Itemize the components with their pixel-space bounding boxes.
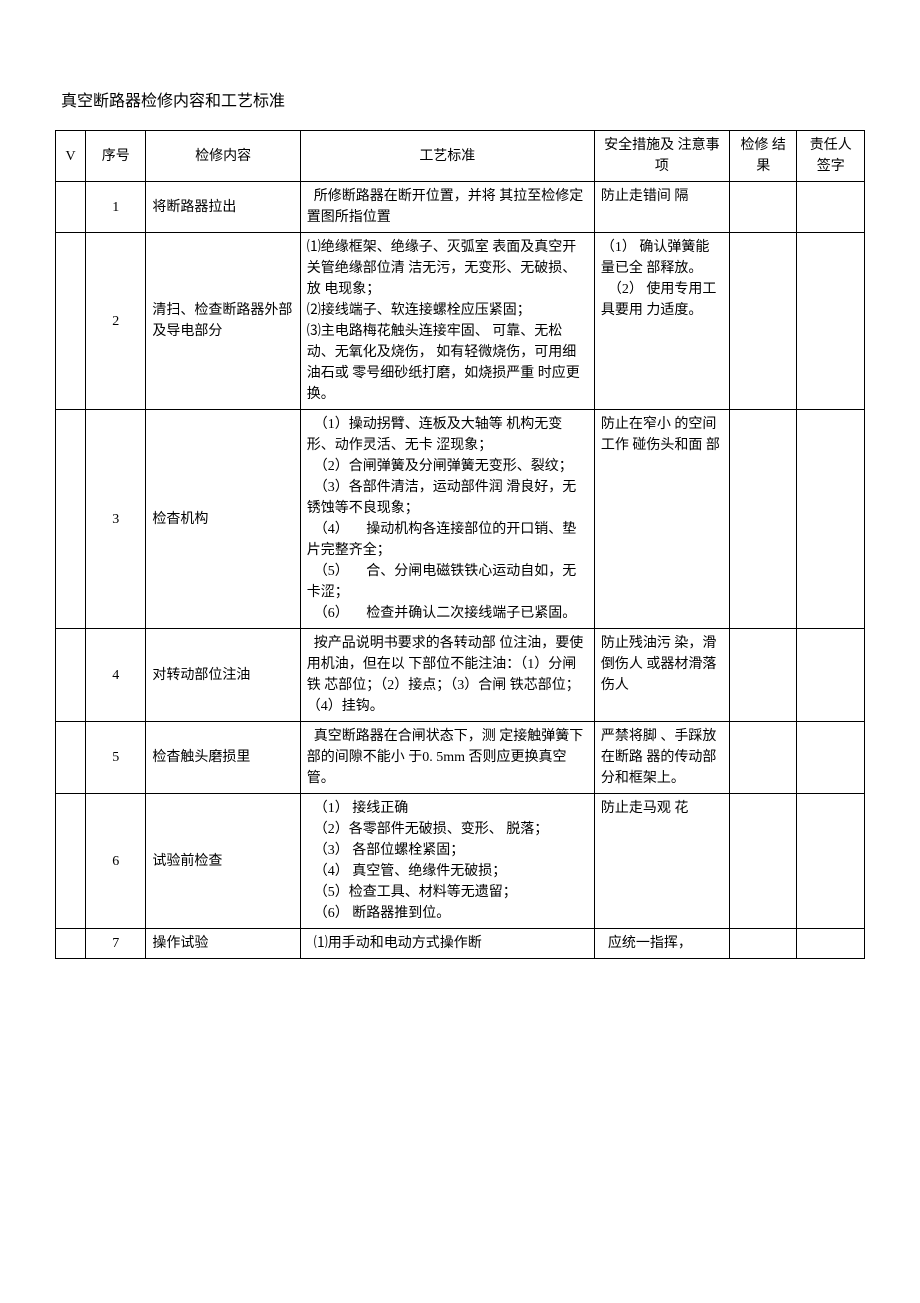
cell-std: （1） 接线正确 （2）各零部件无破损、变形、 脱落； （3） 各部位螺栓紧固；… — [300, 794, 594, 929]
cell-v — [56, 182, 86, 233]
header-safety: 安全措施及 注意事项 — [594, 131, 729, 182]
cell-seq: 5 — [86, 722, 146, 794]
cell-v — [56, 722, 86, 794]
cell-v — [56, 929, 86, 959]
cell-content: 操作试验 — [146, 929, 300, 959]
cell-result — [729, 233, 797, 410]
table-header-row: V 序号 检修内容 工艺标准 安全措施及 注意事项 检修 结果 责任人签字 — [56, 131, 865, 182]
cell-result — [729, 629, 797, 722]
cell-sign — [797, 722, 865, 794]
cell-seq: 4 — [86, 629, 146, 722]
cell-seq: 2 — [86, 233, 146, 410]
table-row: 5检杳触头磨损里 真空断路器在合闸状态下，测 定接触弹簧下部的间隙不能小 于0.… — [56, 722, 865, 794]
cell-safety: 严禁将脚 、手踩放在断路 器的传动部 分和框架上。 — [594, 722, 729, 794]
header-result: 检修 结果 — [729, 131, 797, 182]
cell-sign — [797, 410, 865, 629]
cell-result — [729, 929, 797, 959]
cell-v — [56, 233, 86, 410]
cell-sign — [797, 182, 865, 233]
table-row: 6试验前检查 （1） 接线正确 （2）各零部件无破损、变形、 脱落； （3） 各… — [56, 794, 865, 929]
cell-result — [729, 410, 797, 629]
cell-sign — [797, 929, 865, 959]
cell-sign — [797, 794, 865, 929]
cell-safety: 防止残油污 染，滑倒伤人 或器材滑落 伤人 — [594, 629, 729, 722]
cell-result — [729, 722, 797, 794]
cell-sign — [797, 629, 865, 722]
cell-result — [729, 182, 797, 233]
cell-seq: 6 — [86, 794, 146, 929]
cell-safety: （1） 确认弹簧能量已全 部释放。 （2） 使用专用工具要用 力适度。 — [594, 233, 729, 410]
table-row: 4对转动部位注油 按产品说明书要求的各转动部 位注油，要使用机油，但在以 下部位… — [56, 629, 865, 722]
header-std: 工艺标准 — [300, 131, 594, 182]
header-content: 检修内容 — [146, 131, 300, 182]
cell-sign — [797, 233, 865, 410]
cell-safety: 防止走错间 隔 — [594, 182, 729, 233]
cell-result — [729, 794, 797, 929]
maintenance-table: V 序号 检修内容 工艺标准 安全措施及 注意事项 检修 结果 责任人签字 1将… — [55, 130, 865, 959]
cell-std: ⑴用手动和电动方式操作断 — [300, 929, 594, 959]
cell-content: 检杳机构 — [146, 410, 300, 629]
cell-std: 按产品说明书要求的各转动部 位注油，要使用机油，但在以 下部位不能注油：（1）分… — [300, 629, 594, 722]
cell-seq: 7 — [86, 929, 146, 959]
cell-std: （1）操动拐臂、连板及大轴等 机构无变形、动作灵活、无卡 涩现象； （2）合闸弹… — [300, 410, 594, 629]
header-sign: 责任人签字 — [797, 131, 865, 182]
table-row: 3检杳机构 （1）操动拐臂、连板及大轴等 机构无变形、动作灵活、无卡 涩现象； … — [56, 410, 865, 629]
cell-content: 检杳触头磨损里 — [146, 722, 300, 794]
cell-v — [56, 794, 86, 929]
cell-seq: 1 — [86, 182, 146, 233]
table-row: 1将断路器拉出 所修断路器在断开位置，并将 其拉至检修定置图所指位置防止走错间 … — [56, 182, 865, 233]
cell-v — [56, 410, 86, 629]
cell-std: ⑴绝缘框架、绝缘子、灭弧室 表面及真空开关管绝缘部位清 洁无污，无变形、无破损、… — [300, 233, 594, 410]
header-seq: 序号 — [86, 131, 146, 182]
cell-seq: 3 — [86, 410, 146, 629]
header-v: V — [56, 131, 86, 182]
cell-std: 所修断路器在断开位置，并将 其拉至检修定置图所指位置 — [300, 182, 594, 233]
cell-content: 试验前检查 — [146, 794, 300, 929]
table-body: 1将断路器拉出 所修断路器在断开位置，并将 其拉至检修定置图所指位置防止走错间 … — [56, 182, 865, 959]
cell-content: 将断路器拉出 — [146, 182, 300, 233]
cell-std: 真空断路器在合闸状态下，测 定接触弹簧下部的间隙不能小 于0. 5mm 否则应更… — [300, 722, 594, 794]
cell-safety: 防止走马观 花 — [594, 794, 729, 929]
cell-safety: 应统一指挥， — [594, 929, 729, 959]
page-title: 真空断路器检修内容和工艺标准 — [55, 90, 865, 114]
cell-v — [56, 629, 86, 722]
table-row: 7操作试验 ⑴用手动和电动方式操作断 应统一指挥， — [56, 929, 865, 959]
cell-content: 对转动部位注油 — [146, 629, 300, 722]
cell-content: 清扫、检查断路器外部及导电部分 — [146, 233, 300, 410]
table-row: 2清扫、检查断路器外部及导电部分⑴绝缘框架、绝缘子、灭弧室 表面及真空开关管绝缘… — [56, 233, 865, 410]
cell-safety: 防止在窄小 的空间工作 碰伤头和面 部 — [594, 410, 729, 629]
